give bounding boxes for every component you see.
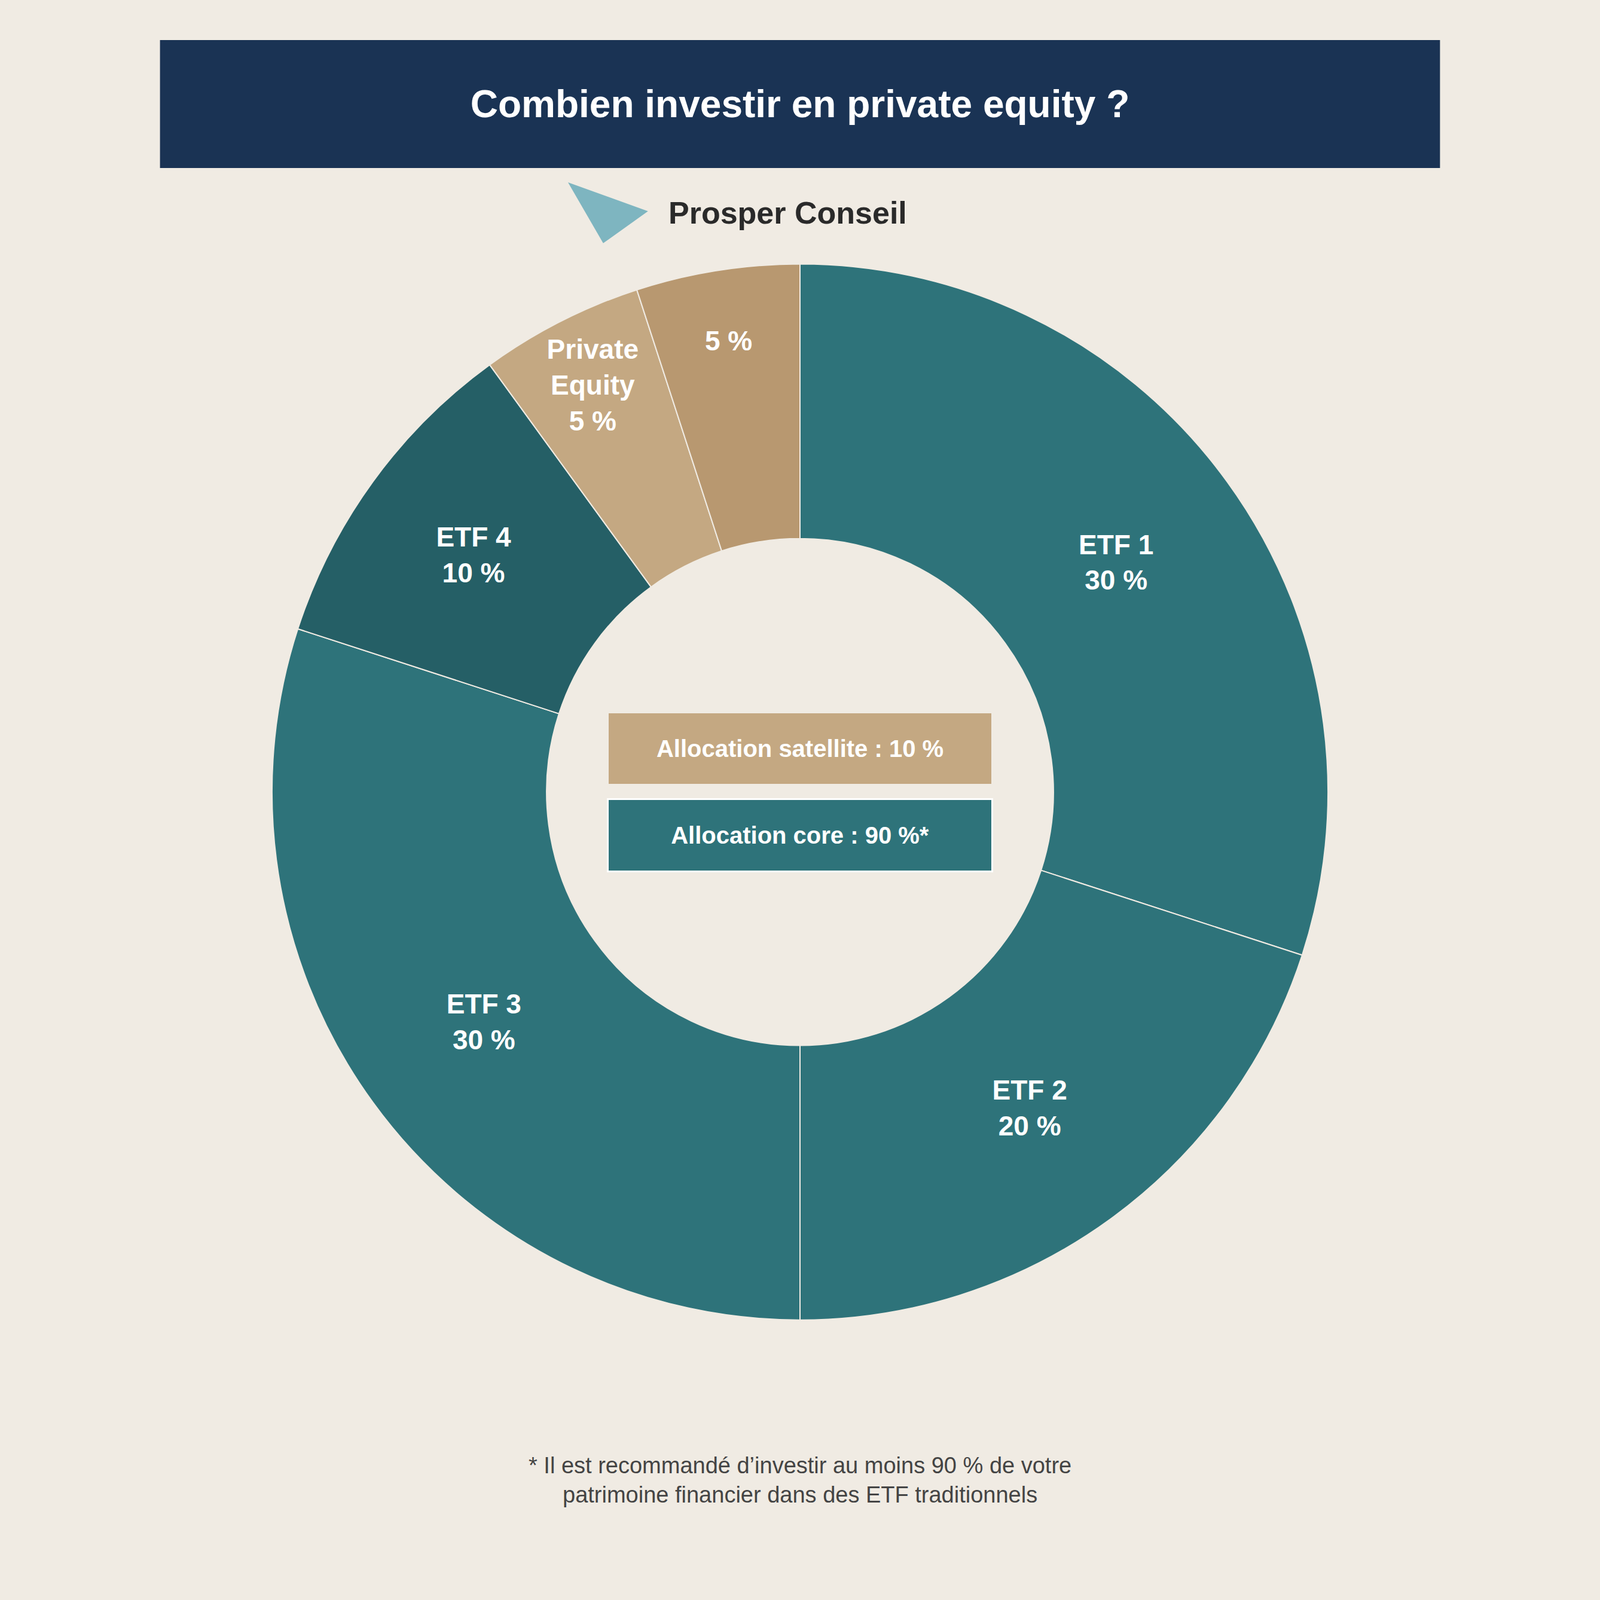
svg-text:ETF 130 %: ETF 130 %	[1078, 529, 1154, 597]
svg-text:ETF 220 %: ETF 220 %	[991, 1074, 1067, 1142]
svg-text:PrivateEquity5 %: PrivateEquity5 %	[547, 333, 639, 437]
svg-text:* Il est recommandé d’investir: * Il est recommandé d’investir au moins …	[528, 1452, 1072, 1508]
svg-text:Allocation satellite : 10 %: Allocation satellite : 10 %	[656, 735, 944, 762]
svg-text:Prosper Conseil: Prosper Conseil	[668, 195, 908, 231]
svg-text:Allocation core : 90 %*: Allocation core : 90 %*	[670, 822, 930, 849]
svg-text:5 %: 5 %	[704, 325, 753, 357]
svg-text:ETF 410 %: ETF 410 %	[435, 521, 512, 589]
svg-text:Combien investir en private eq: Combien investir en private equity ?	[470, 82, 1130, 126]
svg-text:ETF 330 %: ETF 330 %	[446, 988, 522, 1056]
